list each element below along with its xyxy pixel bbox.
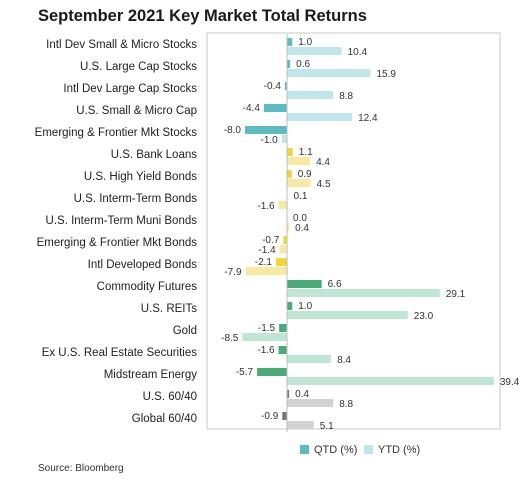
ytd-bar — [287, 179, 311, 187]
category-label: Intl Developed Bonds — [88, 259, 198, 271]
category-label: Emerging & Frontier Mkt Stocks — [35, 127, 198, 139]
qtd-bar — [263, 104, 287, 112]
legend-label: YTD (%) — [378, 444, 420, 456]
ytd-value-label: 4.4 — [316, 157, 330, 168]
ytd-bar — [287, 157, 311, 165]
qtd-value-label: -8.0 — [224, 125, 242, 136]
ytd-bar — [287, 421, 314, 429]
ytd-bar — [287, 377, 494, 385]
category-label: U.S. 60/40 — [143, 391, 197, 403]
ytd-value-label: 5.1 — [320, 421, 334, 432]
qtd-bar — [287, 148, 293, 156]
qtd-bar — [287, 170, 292, 178]
category-label: U.S. Bank Loans — [111, 149, 198, 161]
legend-swatch — [364, 445, 373, 454]
category-label: Ex U.S. Real Estate Securities — [42, 347, 198, 359]
ytd-bar — [287, 355, 332, 363]
qtd-bar — [287, 60, 291, 68]
qtd-bar — [282, 412, 287, 420]
category-label: U.S. Small & Micro Cap — [76, 105, 197, 117]
category-label: Intl Dev Small & Micro Stocks — [46, 39, 197, 51]
category-label: Midstream Energy — [104, 369, 198, 381]
ytd-value-label: 4.5 — [317, 179, 331, 190]
ytd-value-label: 29.1 — [446, 289, 466, 300]
category-label: Emerging & Frontier Mkt Bonds — [37, 237, 198, 249]
ytd-value-label: 8.8 — [339, 399, 353, 410]
ytd-bar — [287, 311, 408, 319]
qtd-value-label: 1.0 — [298, 301, 312, 312]
ytd-value-label: 23.0 — [414, 311, 434, 322]
qtd-bar — [278, 346, 287, 354]
category-label: Intl Dev Large Cap Stocks — [63, 83, 197, 95]
qtd-bar — [275, 258, 287, 266]
ytd-bar — [245, 267, 287, 275]
ytd-bar — [287, 289, 440, 297]
ytd-bar — [281, 135, 287, 143]
qtd-bar — [287, 302, 293, 310]
qtd-value-label: 0.0 — [293, 213, 307, 224]
qtd-bar — [257, 368, 287, 376]
category-label: Global 60/40 — [132, 413, 197, 425]
qtd-value-label: -4.4 — [243, 103, 261, 114]
ytd-bar — [287, 399, 334, 407]
qtd-value-label: -0.9 — [261, 411, 279, 422]
ytd-value-label: -1.4 — [258, 245, 276, 256]
qtd-bar — [279, 324, 287, 332]
qtd-bar — [283, 236, 287, 244]
ytd-value-label: 8.8 — [339, 91, 353, 102]
ytd-value-label: -1.0 — [261, 135, 279, 146]
category-label: U.S. Large Cap Stocks — [80, 61, 197, 73]
ytd-value-label: -1.6 — [257, 201, 275, 212]
qtd-value-label: 0.4 — [295, 389, 309, 400]
category-label: U.S. High Yield Bonds — [84, 171, 197, 183]
ytd-bar — [242, 333, 287, 341]
legend: QTD (%) YTD (%) — [300, 444, 420, 456]
ytd-bar — [287, 223, 290, 231]
ytd-value-label: 15.9 — [376, 69, 396, 80]
category-label: U.S. Interm-Term Bonds — [74, 193, 198, 205]
qtd-bar — [284, 82, 287, 90]
qtd-value-label: -0.7 — [262, 235, 280, 246]
ytd-value-label: 10.4 — [348, 47, 368, 58]
qtd-bar — [287, 38, 293, 46]
qtd-value-label: 0.6 — [296, 59, 310, 70]
qtd-value-label: -2.1 — [255, 257, 273, 268]
ytd-value-label: -8.5 — [221, 333, 239, 344]
qtd-value-label: -0.4 — [264, 81, 282, 92]
plot-frame — [206, 32, 501, 430]
qtd-value-label: 0.1 — [294, 191, 308, 202]
legend-swatch — [300, 445, 309, 454]
chart-title: September 2021 Key Market Total Returns — [38, 7, 367, 25]
category-label: Gold — [173, 325, 197, 337]
ytd-bar — [279, 245, 287, 253]
ytd-value-label: 39.4 — [500, 377, 520, 388]
qtd-bar — [287, 390, 290, 398]
legend-label: QTD (%) — [314, 444, 357, 456]
qtd-value-label: -1.6 — [257, 345, 275, 356]
qtd-value-label: -1.5 — [258, 323, 276, 334]
qtd-value-label: 0.9 — [298, 169, 312, 180]
ytd-bar — [287, 91, 334, 99]
source-note: Source: Bloomberg — [38, 463, 124, 474]
ytd-value-label: 12.4 — [358, 113, 378, 124]
qtd-value-label: 6.6 — [328, 279, 342, 290]
ytd-bar — [278, 201, 287, 209]
qtd-bar — [287, 280, 322, 288]
qtd-value-label: 1.0 — [298, 37, 312, 48]
ytd-bar — [287, 47, 342, 55]
ytd-bar — [287, 113, 353, 121]
category-label: U.S. REITs — [141, 303, 197, 315]
ytd-value-label: 0.4 — [295, 223, 309, 234]
ytd-value-label: 8.4 — [337, 355, 351, 366]
qtd-value-label: 1.1 — [299, 147, 313, 158]
category-label: Commodity Futures — [97, 281, 198, 293]
ytd-bar — [287, 69, 371, 77]
ytd-value-label: -7.9 — [224, 267, 242, 278]
qtd-value-label: -5.7 — [236, 367, 254, 378]
qtd-bar — [245, 126, 287, 134]
category-label: U.S. Interm-Term Muni Bonds — [46, 215, 198, 227]
